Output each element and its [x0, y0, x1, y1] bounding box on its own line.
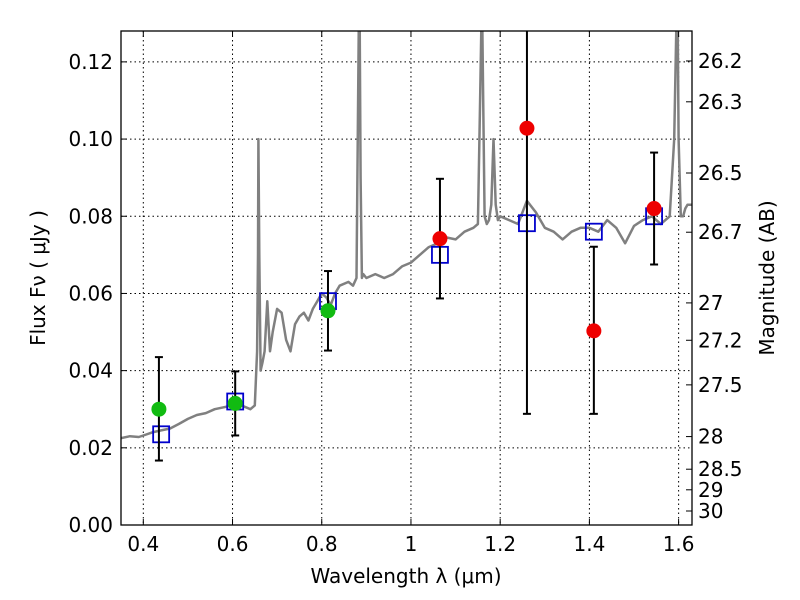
right-tick-label: 26.3 — [698, 90, 743, 114]
right-tick-label: 27 — [698, 291, 723, 315]
data-point — [646, 201, 662, 217]
right-tick-label: 27.5 — [698, 373, 743, 397]
y-tick-label: 0.02 — [68, 436, 113, 460]
x-tick-label: 1.2 — [484, 532, 516, 556]
axes: 0.4 0.6 0.8 1 1.2 1.4 1.6 0.00 0.02 0.04 0.06 0.08 0… — [68, 31, 743, 556]
y-tick-label: 0.10 — [68, 127, 113, 151]
data-point — [586, 323, 602, 339]
right-tick-label: 28.5 — [698, 457, 743, 481]
x-tick-label: 1.4 — [573, 532, 605, 556]
x-axis-label: Wavelength λ (μm) — [310, 564, 501, 588]
data-point — [320, 303, 336, 319]
right-tick-label: 26.2 — [698, 49, 743, 73]
x-tick-label: 0.8 — [306, 532, 338, 556]
plot-area — [121, 31, 692, 462]
y-tick-label: 0.08 — [68, 204, 113, 228]
right-tick-label: 27.2 — [698, 328, 743, 352]
y-axis-label: Flux Fν ( μJy ) — [26, 210, 50, 346]
y-tick-label: 0.06 — [68, 281, 113, 305]
right-tick-label: 26.5 — [698, 161, 743, 185]
right-tick-label: 26.7 — [698, 220, 743, 244]
x-tick-label: 1 — [405, 532, 418, 556]
model-box — [152, 425, 171, 444]
data-point — [227, 395, 243, 411]
right-tick-label: 28 — [698, 425, 723, 449]
data-point — [151, 401, 167, 417]
x-tick-label: 1.6 — [663, 532, 695, 556]
x-tick-label: 0.6 — [217, 532, 249, 556]
data-point — [519, 120, 535, 136]
plot-frame — [120, 30, 693, 526]
x-tick-label: 0.4 — [127, 532, 159, 556]
right-tick-label: 29 — [698, 478, 723, 502]
model-box — [584, 222, 603, 241]
right-axis-label: Magnitude (AB) — [755, 200, 779, 355]
right-tick-label: 30 — [698, 499, 723, 523]
y-tick-label: 0.04 — [68, 359, 113, 383]
data-point — [432, 231, 448, 247]
y-tick-label: 0.12 — [68, 50, 113, 74]
y-tick-label: 0.00 — [68, 513, 113, 537]
spectrum-line — [121, 31, 692, 440]
